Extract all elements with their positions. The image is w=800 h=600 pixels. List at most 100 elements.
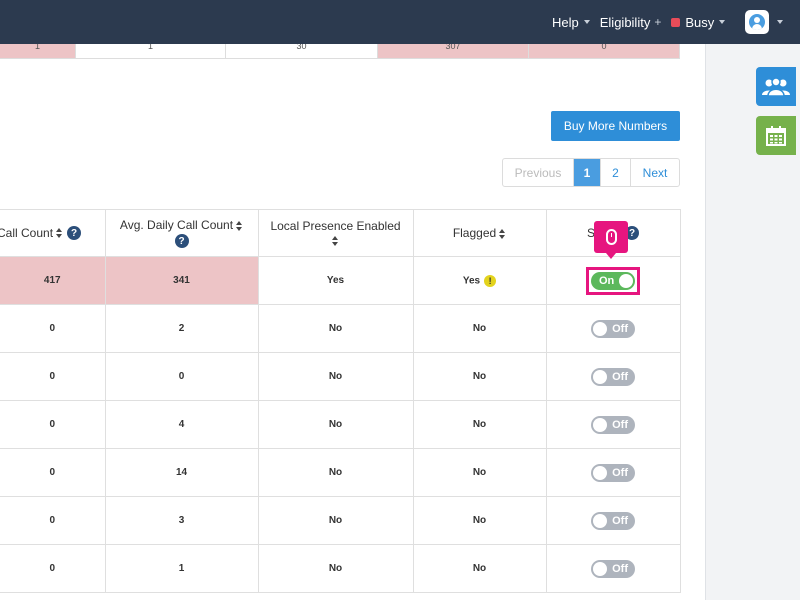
avg-daily-cell: 0 (104, 352, 259, 401)
avg-daily-cell: 2 (104, 304, 259, 353)
local-presence-cell: No (257, 544, 414, 593)
status-cell: On (545, 256, 681, 305)
warning-icon[interactable]: ! (484, 274, 497, 287)
table-cell: 0 (529, 44, 680, 58)
calendar-icon (766, 125, 786, 146)
flagged-cell: No (412, 448, 547, 497)
sort-icon[interactable] (56, 228, 63, 239)
status-cell: Off (545, 496, 681, 545)
status-cell: Off (545, 400, 681, 449)
eligibility-label: Eligibility (599, 14, 651, 30)
sort-icon[interactable] (236, 220, 243, 231)
table-header-row: Call Count? Avg. Daily Call Count ? Loca… (0, 209, 681, 257)
chevron-down-icon (719, 20, 726, 24)
avg-daily-cell: 14 (104, 448, 259, 497)
top-navigation-bar (0, 0, 800, 44)
call-count-cell: 0 (0, 496, 106, 545)
eligibility-menu[interactable]: Eligibility + (600, 15, 662, 30)
status-toggle[interactable]: Off (591, 463, 635, 482)
help-icon[interactable]: ? (174, 234, 189, 248)
local-presence-cell: No (257, 352, 414, 401)
pagination-next[interactable]: Next (642, 165, 668, 180)
user-icon (749, 14, 766, 30)
flagged-cell: No (412, 352, 547, 401)
previous-table-row: 1 1 30 307 0 (0, 44, 680, 59)
plus-icon: + (654, 15, 662, 29)
status-toggle[interactable]: On (591, 271, 635, 290)
local-presence-cell: No (257, 400, 414, 449)
local-presence-cell: Yes (257, 256, 414, 305)
help-label: Help (552, 14, 579, 30)
status-toggle[interactable]: Off (591, 319, 635, 338)
calendar-button[interactable] (756, 116, 796, 155)
table-cell: 307 (378, 44, 529, 58)
table-cell: 30 (226, 44, 378, 58)
header-call-count-label: Call Count (0, 225, 54, 240)
flagged-value: Yes (462, 275, 481, 287)
users-button[interactable] (756, 67, 796, 106)
header-flagged-label: Flagged (452, 226, 497, 240)
help-icon[interactable]: ? (67, 226, 82, 241)
call-count-cell: 0 (0, 352, 106, 401)
pagination-previous[interactable]: Previous (503, 159, 574, 186)
local-presence-cell: No (257, 304, 414, 353)
help-icon[interactable]: ? (625, 226, 640, 241)
top-nav-menu: Help Eligibility + Busy (552, 0, 793, 44)
avatar[interactable] (745, 10, 770, 34)
avg-daily-cell: 341 (104, 256, 259, 305)
avg-daily-cell: 4 (104, 400, 259, 449)
avg-daily-cell: 1 (104, 544, 259, 593)
local-presence-cell: No (257, 448, 414, 497)
chevron-down-icon (777, 20, 784, 24)
table-row: 0 4 No No Off (0, 400, 681, 449)
status-label: Busy (685, 14, 715, 30)
table-cell: 1 (76, 44, 226, 58)
pagination-page-1[interactable]: 1 (574, 159, 601, 186)
status-menu[interactable]: Busy (671, 14, 726, 30)
status-cell: Off (545, 304, 681, 353)
pagination: Previous 1 2 Next (502, 158, 680, 187)
table-row: 417 341 Yes Yes! On (0, 256, 681, 305)
header-local-presence-enabled[interactable]: Local Presence Enabled (257, 209, 414, 257)
call-count-cell: 0 (0, 400, 106, 449)
local-presence-cell: No (257, 496, 414, 545)
flagged-cell: No (412, 544, 547, 593)
header-avg-daily-label: Avg. Daily Call Count (119, 218, 234, 232)
status-toggle[interactable]: Off (591, 415, 635, 434)
avg-daily-cell: 3 (104, 496, 259, 545)
header-avg-daily-call-count[interactable]: Avg. Daily Call Count ? (104, 209, 259, 257)
call-count-cell: 0 (0, 544, 106, 593)
click-marker (594, 221, 628, 259)
status-toggle[interactable]: Off (591, 559, 635, 578)
sort-icon[interactable] (499, 228, 506, 239)
sort-icon[interactable] (332, 235, 339, 246)
buy-more-numbers-button[interactable]: Buy More Numbers (551, 111, 680, 141)
table-row: 0 3 No No Off (0, 496, 681, 545)
flagged-cell: No (412, 496, 547, 545)
status-cell: Off (545, 352, 681, 401)
flagged-cell: No (412, 400, 547, 449)
flagged-cell: Yes! (412, 256, 547, 305)
status-cell: Off (545, 544, 681, 593)
table-row: 0 2 No No Off (0, 304, 681, 353)
call-count-cell: 0 (0, 304, 106, 353)
header-call-count[interactable]: Call Count? (0, 209, 106, 257)
table-row: 0 0 No No Off (0, 352, 681, 401)
users-icon (762, 76, 790, 97)
flagged-cell: No (412, 304, 547, 353)
mouse-icon (605, 229, 617, 245)
call-count-cell: 417 (0, 256, 106, 305)
user-menu[interactable] (745, 10, 784, 34)
status-toggle[interactable]: Off (591, 511, 635, 530)
busy-status-indicator (671, 17, 681, 27)
status-toggle[interactable]: Off (591, 367, 635, 386)
pagination-page-2[interactable]: 2 (601, 159, 631, 186)
table-row: 0 1 No No Off (0, 544, 681, 593)
chevron-down-icon (583, 20, 590, 24)
header-flagged[interactable]: Flagged (412, 209, 547, 257)
status-cell: Off (545, 448, 681, 497)
help-menu[interactable]: Help (552, 15, 590, 30)
call-count-cell: 0 (0, 448, 106, 497)
table-row: 0 14 No No Off (0, 448, 681, 497)
table-cell: 1 (0, 44, 76, 58)
